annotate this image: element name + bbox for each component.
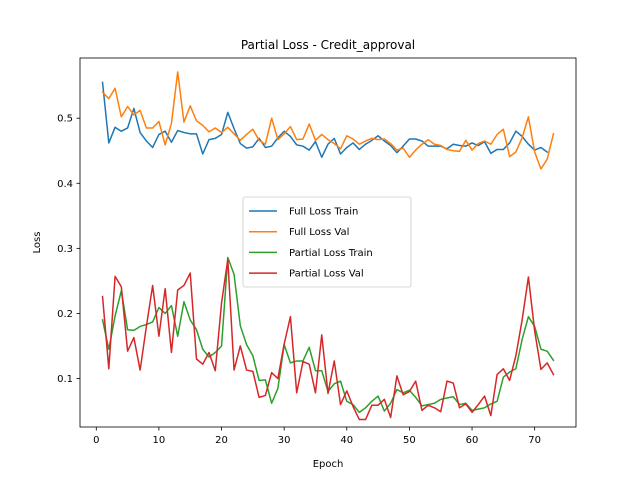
chart-title: Partial Loss - Credit_approval bbox=[241, 38, 415, 52]
y-tick-label: 0.3 bbox=[57, 244, 73, 255]
y-tick-label: 0.4 bbox=[57, 179, 73, 190]
y-tick-label: 0.1 bbox=[57, 374, 73, 385]
y-axis-ticks: 0.1 0.2 0.3 0.4 0.5 bbox=[57, 114, 80, 385]
legend: Full Loss Train Full Loss Val Partial Loss… bbox=[242, 196, 412, 288]
x-axis-label: Epoch bbox=[313, 459, 344, 470]
y-tick-label: 0.5 bbox=[57, 114, 73, 125]
x-tick-label: 60 bbox=[466, 435, 479, 446]
legend-label-1: Full Loss Val bbox=[289, 227, 349, 238]
series-line-0 bbox=[101, 81, 549, 158]
x-tick-label: 20 bbox=[215, 435, 228, 446]
x-tick-label: 30 bbox=[278, 435, 291, 446]
x-tick-label: 70 bbox=[528, 435, 541, 446]
plot-frame bbox=[79, 57, 577, 428]
legend-label-0: Full Loss Train bbox=[289, 207, 358, 218]
legend-box bbox=[242, 196, 412, 288]
y-axis-label: Loss bbox=[32, 232, 43, 254]
x-tick-label: 0 bbox=[93, 435, 99, 446]
x-tick-label: 50 bbox=[403, 435, 416, 446]
series-line-3 bbox=[101, 258, 555, 421]
x-tick-label: 10 bbox=[153, 435, 166, 446]
legend-entries: Full Loss Train Full Loss Val Partial Loss… bbox=[249, 207, 373, 280]
plot-lines bbox=[101, 71, 555, 421]
y-tick-label: 0.2 bbox=[57, 309, 73, 320]
x-axis-ticks: 0 10 20 30 40 50 60 70 bbox=[93, 427, 541, 446]
legend-label-3: Partial Loss Val bbox=[289, 269, 364, 280]
x-tick-label: 40 bbox=[340, 435, 353, 446]
legend-label-2: Partial Loss Train bbox=[289, 248, 373, 259]
series-line-1 bbox=[101, 71, 555, 170]
